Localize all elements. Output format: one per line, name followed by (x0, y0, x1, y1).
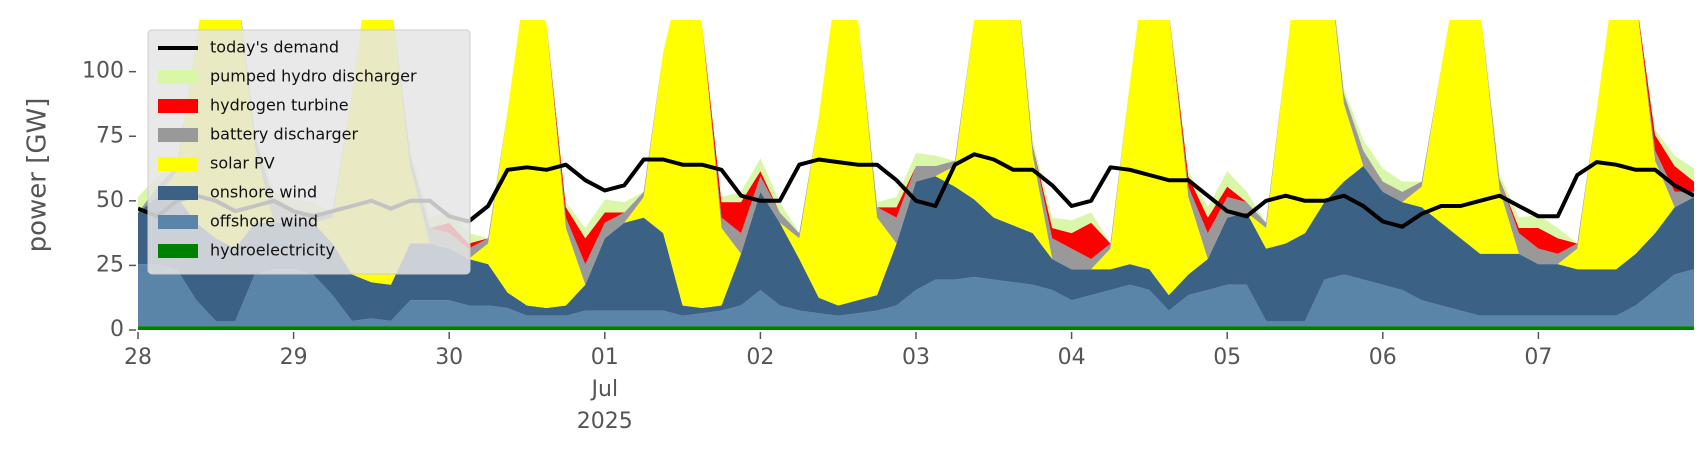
area (138, 20, 1694, 244)
legend: today's demand pumped hydro discharger hyd… (147, 29, 471, 275)
x-tick-label: 04 (1058, 345, 1086, 370)
area (138, 20, 1694, 285)
legend-label: offshore wind (210, 212, 318, 231)
legend-label: today's demand (210, 38, 339, 57)
x-tick-label: 06 (1369, 345, 1397, 370)
y-axis-label: power [GW] (23, 98, 53, 253)
area (138, 166, 1694, 321)
y-tick-label: 25 (96, 252, 124, 277)
legend-label: onshore wind (210, 183, 317, 202)
area (138, 20, 1694, 265)
legend-label: hydrogen turbine (210, 96, 349, 115)
y-tick-label: 50 (96, 188, 124, 213)
x-tick-label: 07 (1524, 345, 1552, 370)
x-tick-label: 03 (902, 345, 930, 370)
legend-swatch (158, 70, 198, 84)
legend-swatch (158, 186, 198, 200)
legend-swatch (158, 215, 198, 229)
area (138, 264, 1694, 327)
legend-label: battery discharger (210, 125, 358, 144)
y-tick-label: 100 (82, 59, 124, 84)
x-tick-label: 02 (746, 345, 774, 370)
x-tick-label: 28 (124, 345, 152, 370)
legend-swatch (158, 99, 198, 113)
legend-label: solar PV (210, 154, 275, 173)
x-tick-label: 30 (435, 345, 463, 370)
plot-area (138, 20, 1694, 330)
legend-label: hydroelectricity (210, 241, 335, 260)
x-tick-label: 01 Jul 2025 (577, 345, 633, 434)
legend-box (147, 29, 471, 275)
area (138, 20, 1694, 308)
axes: 0 25 50 75 100 28 29 30 01 Jul 2025 02 03 04 05 06 07 (82, 59, 1552, 434)
y-tick-label: 75 (96, 123, 124, 148)
legend-swatch (158, 128, 198, 142)
legend-swatch (158, 244, 198, 258)
legend-label: pumped hydro discharger (210, 67, 417, 86)
legend-swatch (158, 157, 198, 171)
x-tick-label: 05 (1213, 345, 1241, 370)
y-tick-label: 0 (110, 317, 124, 342)
area (138, 326, 1694, 330)
x-tick-label: 29 (280, 345, 308, 370)
